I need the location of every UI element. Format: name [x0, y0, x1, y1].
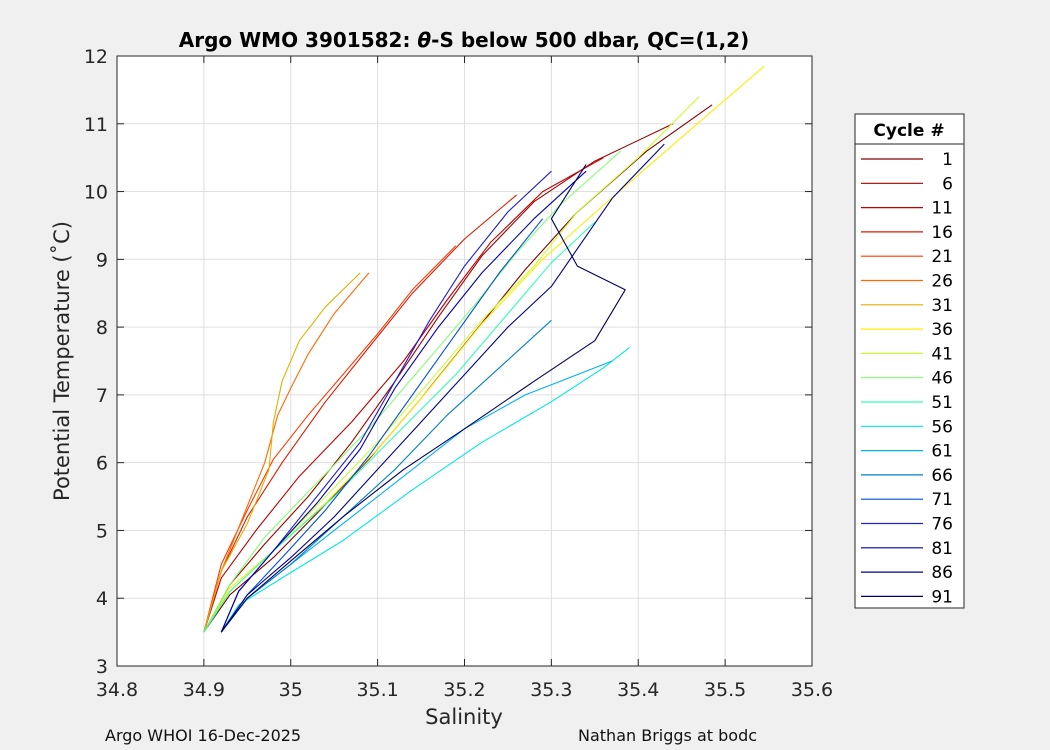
- series-line-cycle-36: [203, 65, 765, 633]
- x-tick-label: 35.5: [704, 679, 746, 701]
- legend-label: 66: [931, 466, 953, 486]
- x-tick-label: 35.4: [617, 679, 659, 701]
- y-tick-label: 11: [84, 114, 108, 136]
- legend-label: 16: [931, 223, 953, 243]
- y-tick-label: 8: [96, 317, 108, 339]
- x-tick-label: 34.9: [183, 679, 225, 701]
- series-line-cycle-31: [203, 272, 361, 633]
- legend: Cycle # 16111621263136414651566166717681…: [854, 113, 965, 609]
- legend-label: 26: [931, 272, 953, 292]
- y-tick-label: 12: [84, 46, 108, 68]
- legend-title: Cycle #: [873, 121, 944, 141]
- x-tick-label: 35.1: [356, 679, 398, 701]
- footer-left: Argo WHOI 16-Dec-2025: [105, 726, 302, 745]
- x-tick-label: 35.6: [791, 679, 833, 701]
- y-axis-label: Potential Temperature (˚C): [50, 221, 74, 501]
- series-line-cycle-51: [203, 221, 596, 633]
- series-line-cycle-21: [203, 245, 457, 633]
- x-tick-label: 34.8: [96, 679, 138, 701]
- legend-label: 76: [931, 515, 953, 535]
- series-line-cycle-26: [203, 272, 370, 633]
- legend-label: 86: [931, 563, 953, 583]
- legend-label: 31: [931, 296, 953, 316]
- legend-label: 51: [931, 393, 953, 413]
- data-lines: [203, 65, 765, 633]
- y-tick-label: 7: [96, 385, 108, 407]
- legend-label: 61: [931, 442, 953, 462]
- legend-label: 81: [931, 539, 953, 559]
- x-tick-label: 35: [279, 679, 303, 701]
- series-line-cycle-16: [203, 194, 517, 633]
- series-line-cycle-46: [203, 150, 622, 633]
- legend-label: 36: [931, 320, 953, 340]
- series-line-cycle-56: [220, 346, 630, 633]
- series-line-cycle-86: [220, 143, 665, 633]
- series-line-cycle-91: [220, 164, 626, 633]
- y-tick-label: 4: [96, 588, 108, 610]
- legend-label: 56: [931, 417, 953, 437]
- chart-title: Argo WMO 3901582: θ-S below 500 dbar, QC…: [179, 28, 749, 52]
- legend-label: 41: [931, 344, 953, 364]
- legend-label: 91: [931, 587, 953, 607]
- legend-label: 21: [931, 247, 953, 267]
- tick-labels: 34.8 34.9 35 35.1 35.2 35.3 35.4 35.5 35.6 3 4 5 6 7 8…: [84, 46, 833, 701]
- legend-label: 11: [931, 199, 953, 219]
- legend-box: [854, 113, 965, 609]
- legend-label: 6: [942, 174, 953, 194]
- y-tick-label: 6: [96, 453, 108, 475]
- series-line-cycle-81: [220, 170, 587, 633]
- x-tick-label: 35.2: [443, 679, 485, 701]
- y-tick-label: 9: [96, 249, 108, 271]
- ticks: [116, 55, 813, 667]
- series-line-cycle-11: [203, 157, 604, 633]
- legend-label: 46: [931, 369, 953, 389]
- legend-label: 1: [942, 150, 953, 170]
- legend-label: 71: [931, 490, 953, 510]
- y-tick-label: 10: [84, 182, 108, 204]
- y-tick-label: 3: [96, 656, 108, 678]
- x-tick-label: 35.3: [530, 679, 572, 701]
- x-axis-label: Salinity: [425, 705, 503, 729]
- y-tick-label: 5: [96, 520, 108, 542]
- series-line-cycle-71: [220, 218, 544, 633]
- footer-right: Nathan Briggs at bodc: [578, 726, 758, 745]
